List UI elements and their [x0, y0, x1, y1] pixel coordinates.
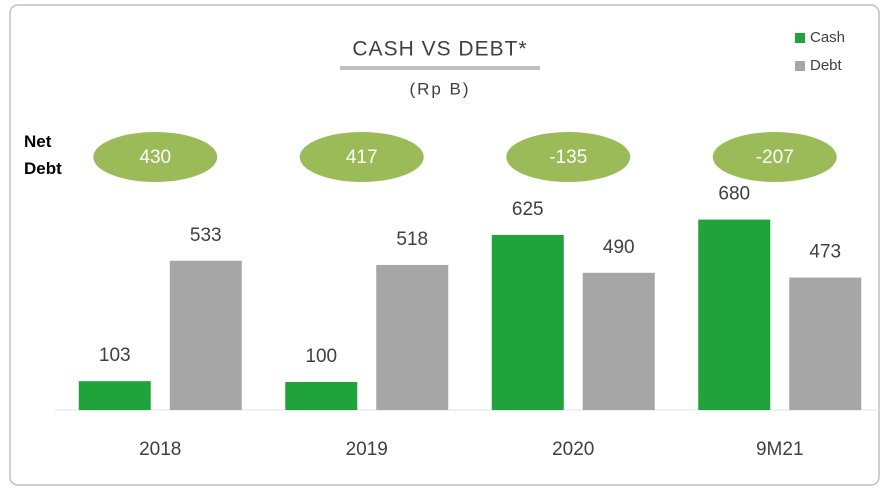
- legend-label: Cash: [810, 29, 845, 46]
- data-label: 680: [718, 184, 750, 205]
- data-label: 533: [190, 225, 222, 246]
- net-debt-label: Net Debt: [24, 132, 62, 178]
- net-debt-value: 417: [346, 147, 378, 168]
- net-debt-value: 430: [139, 147, 171, 168]
- data-label: 518: [396, 229, 428, 250]
- bar: [169, 260, 242, 410]
- x-tick-label: 9M21: [756, 439, 804, 460]
- data-label: 100: [305, 346, 337, 367]
- bar: [285, 382, 358, 410]
- x-tick-label: 2020: [552, 439, 594, 460]
- legend-swatch: [795, 61, 805, 71]
- x-tick-label: 2018: [139, 439, 181, 460]
- bar: [698, 219, 771, 410]
- legend-swatch: [795, 33, 805, 43]
- data-label: 103: [99, 345, 131, 366]
- data-label: 490: [603, 237, 635, 258]
- chart-title: CASH VS DEBT*: [352, 38, 527, 61]
- x-tick-label: 2019: [346, 439, 388, 460]
- chart-subtitle: (Rp B): [409, 79, 470, 98]
- net-debt-bubble: [93, 132, 218, 182]
- data-label: 625: [512, 199, 544, 220]
- net-debt-bubble: [506, 132, 631, 182]
- net-debt-value: -135: [549, 147, 587, 168]
- net-debt-bubble: [299, 132, 424, 182]
- bar: [789, 277, 862, 410]
- bar: [582, 272, 655, 410]
- legend-label: Debt: [810, 57, 843, 74]
- net-debt-bubble: [712, 132, 837, 182]
- net-debt-value: -207: [756, 147, 794, 168]
- bar: [376, 264, 449, 410]
- data-label: 473: [809, 242, 841, 263]
- bar: [491, 235, 564, 410]
- bar: [78, 381, 151, 410]
